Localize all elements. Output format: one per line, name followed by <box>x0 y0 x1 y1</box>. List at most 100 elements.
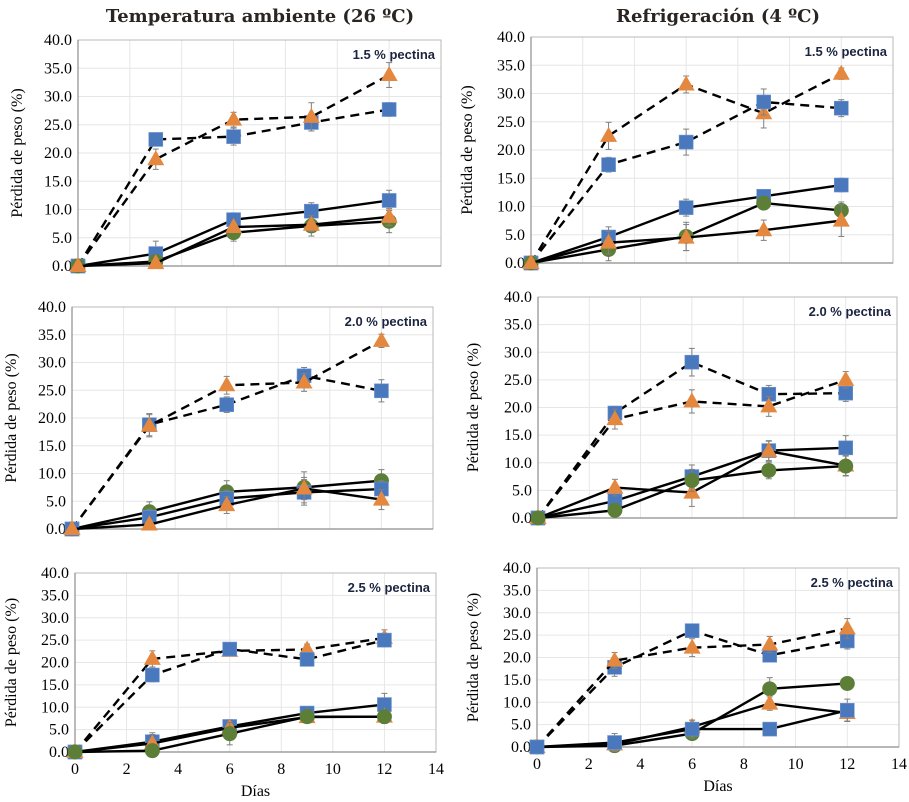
x-tick-label: 14 <box>428 761 444 778</box>
data-point-square <box>762 721 778 737</box>
y-tick-label: 20.0 <box>38 410 66 427</box>
data-point-square <box>381 102 397 117</box>
data-point-triangle <box>380 66 398 82</box>
y-tick-label: 25.0 <box>504 372 532 389</box>
y-tick-label: 0.0 <box>512 510 532 527</box>
series-line <box>71 374 382 530</box>
data-point-circle <box>839 675 855 691</box>
panel-label: 1.5 % pectina <box>353 47 436 62</box>
data-point-circle <box>761 462 777 478</box>
y-tick-label: 40.0 <box>497 29 525 46</box>
chart-panel-3: 0.0 5.0 10.0 15.0 20.0 25.0 30.0 35.0 40.0 Pérdid… <box>3 299 434 538</box>
series-orange-solid <box>69 207 398 272</box>
data-point-square <box>529 739 545 755</box>
data-point-circle <box>67 744 83 760</box>
y-axis-label: Pérdida de peso (%) <box>9 88 26 217</box>
data-point-triangle <box>683 392 701 408</box>
data-point-triangle <box>606 651 624 667</box>
y-tick-label: 35.0 <box>503 582 531 599</box>
data-point-triangle <box>832 211 850 227</box>
y-tick-label: 15.0 <box>503 672 531 689</box>
y-tick-label: 10.0 <box>503 694 531 711</box>
series-green-solid <box>530 455 854 526</box>
panel-label: 2.0 % pectina <box>809 304 892 319</box>
x-tick-label: 10 <box>788 756 804 773</box>
y-tick-label: 25.0 <box>38 382 66 399</box>
y-tick-label: 10.0 <box>44 202 72 219</box>
y-tick-label: 15.0 <box>41 677 69 694</box>
data-point-triangle <box>143 649 161 665</box>
data-point-triangle <box>372 331 390 347</box>
data-point-triangle <box>600 126 618 142</box>
data-point-triangle <box>295 373 313 389</box>
data-point-triangle <box>147 254 165 270</box>
data-point-square <box>684 354 700 370</box>
y-tick-label: 15.0 <box>497 170 525 187</box>
data-point-triangle <box>380 207 398 223</box>
data-point-triangle <box>606 410 624 426</box>
data-point-square <box>838 440 854 456</box>
data-point-triangle <box>606 478 624 494</box>
data-point-circle <box>299 709 315 725</box>
y-tick-label: 5.0 <box>512 482 532 499</box>
panel-label: 2.5 % pectina <box>811 575 894 590</box>
data-point-square <box>145 667 160 683</box>
data-point-circle <box>684 472 700 488</box>
data-point-circle <box>376 709 392 725</box>
data-point-triangle <box>760 397 778 413</box>
x-tick-label: 2 <box>585 756 593 773</box>
x-tick-label: 6 <box>226 761 234 778</box>
series-orange-dashed <box>63 331 390 535</box>
y-tick-label: 30.0 <box>503 605 531 622</box>
series-orange-solid <box>63 476 390 535</box>
data-point-triangle <box>295 479 313 495</box>
data-point-square <box>148 132 164 147</box>
series-line <box>530 100 842 264</box>
y-tick-label: 30.0 <box>497 86 525 103</box>
y-axis-label: Pérdida de peso (%) <box>465 593 482 722</box>
y-tick-label: 25.0 <box>44 117 72 134</box>
data-point-triangle <box>832 64 850 80</box>
series-line <box>537 360 846 519</box>
data-point-square <box>833 100 849 116</box>
y-tick-label: 5.0 <box>505 227 525 244</box>
y-tick-label: 0.0 <box>49 744 69 761</box>
series-green-solid <box>67 709 392 760</box>
data-point-triangle <box>372 490 390 506</box>
y-tick-label: 0.0 <box>46 521 66 538</box>
y-tick-label: 15.0 <box>38 438 66 455</box>
y-tick-label: 15.0 <box>44 173 72 190</box>
data-point-triangle <box>677 75 695 91</box>
data-point-square <box>299 652 315 667</box>
y-axis-label: Pérdida de peso (%) <box>3 598 20 727</box>
data-point-square <box>678 200 694 215</box>
x-tick-label: 8 <box>740 756 748 773</box>
y-tick-label: 35.0 <box>44 60 72 77</box>
data-point-square <box>226 129 241 144</box>
x-tick-label: 4 <box>636 756 644 773</box>
series-orange-solid <box>522 204 850 269</box>
x-tick-label: 4 <box>174 761 182 778</box>
y-tick-label: 40.0 <box>503 560 531 577</box>
x-tick-label: 8 <box>277 761 285 778</box>
panel-label: 1.5 % pectina <box>805 44 888 59</box>
x-tick-label: 2 <box>123 761 131 778</box>
data-point-triangle <box>302 215 320 231</box>
chart-panel-5: 0.0 5.0 10.0 15.0 20.0 25.0 30.0 35.0 40.0 0 2 4 6 8 1… <box>3 565 444 800</box>
data-point-square <box>839 703 855 718</box>
y-tick-label: 0.0 <box>511 739 531 756</box>
y-tick-label: 20.0 <box>44 145 72 162</box>
data-point-circle <box>530 510 546 526</box>
x-axis-label: Días <box>241 783 270 800</box>
data-point-circle <box>756 195 772 211</box>
y-axis-label: Pérdida de peso (%) <box>459 85 476 214</box>
y-tick-label: 10.0 <box>41 699 69 716</box>
data-point-square <box>756 94 772 110</box>
y-tick-label: 40.0 <box>504 289 532 306</box>
y-tick-label: 30.0 <box>41 610 69 627</box>
column-title-ambient: Temperatura ambiente (26 ºC) <box>106 6 414 27</box>
y-tick-label: 25.0 <box>41 632 69 649</box>
data-point-triangle <box>225 218 243 234</box>
y-tick-label: 40.0 <box>38 299 66 316</box>
x-tick-label: 0 <box>533 756 541 773</box>
